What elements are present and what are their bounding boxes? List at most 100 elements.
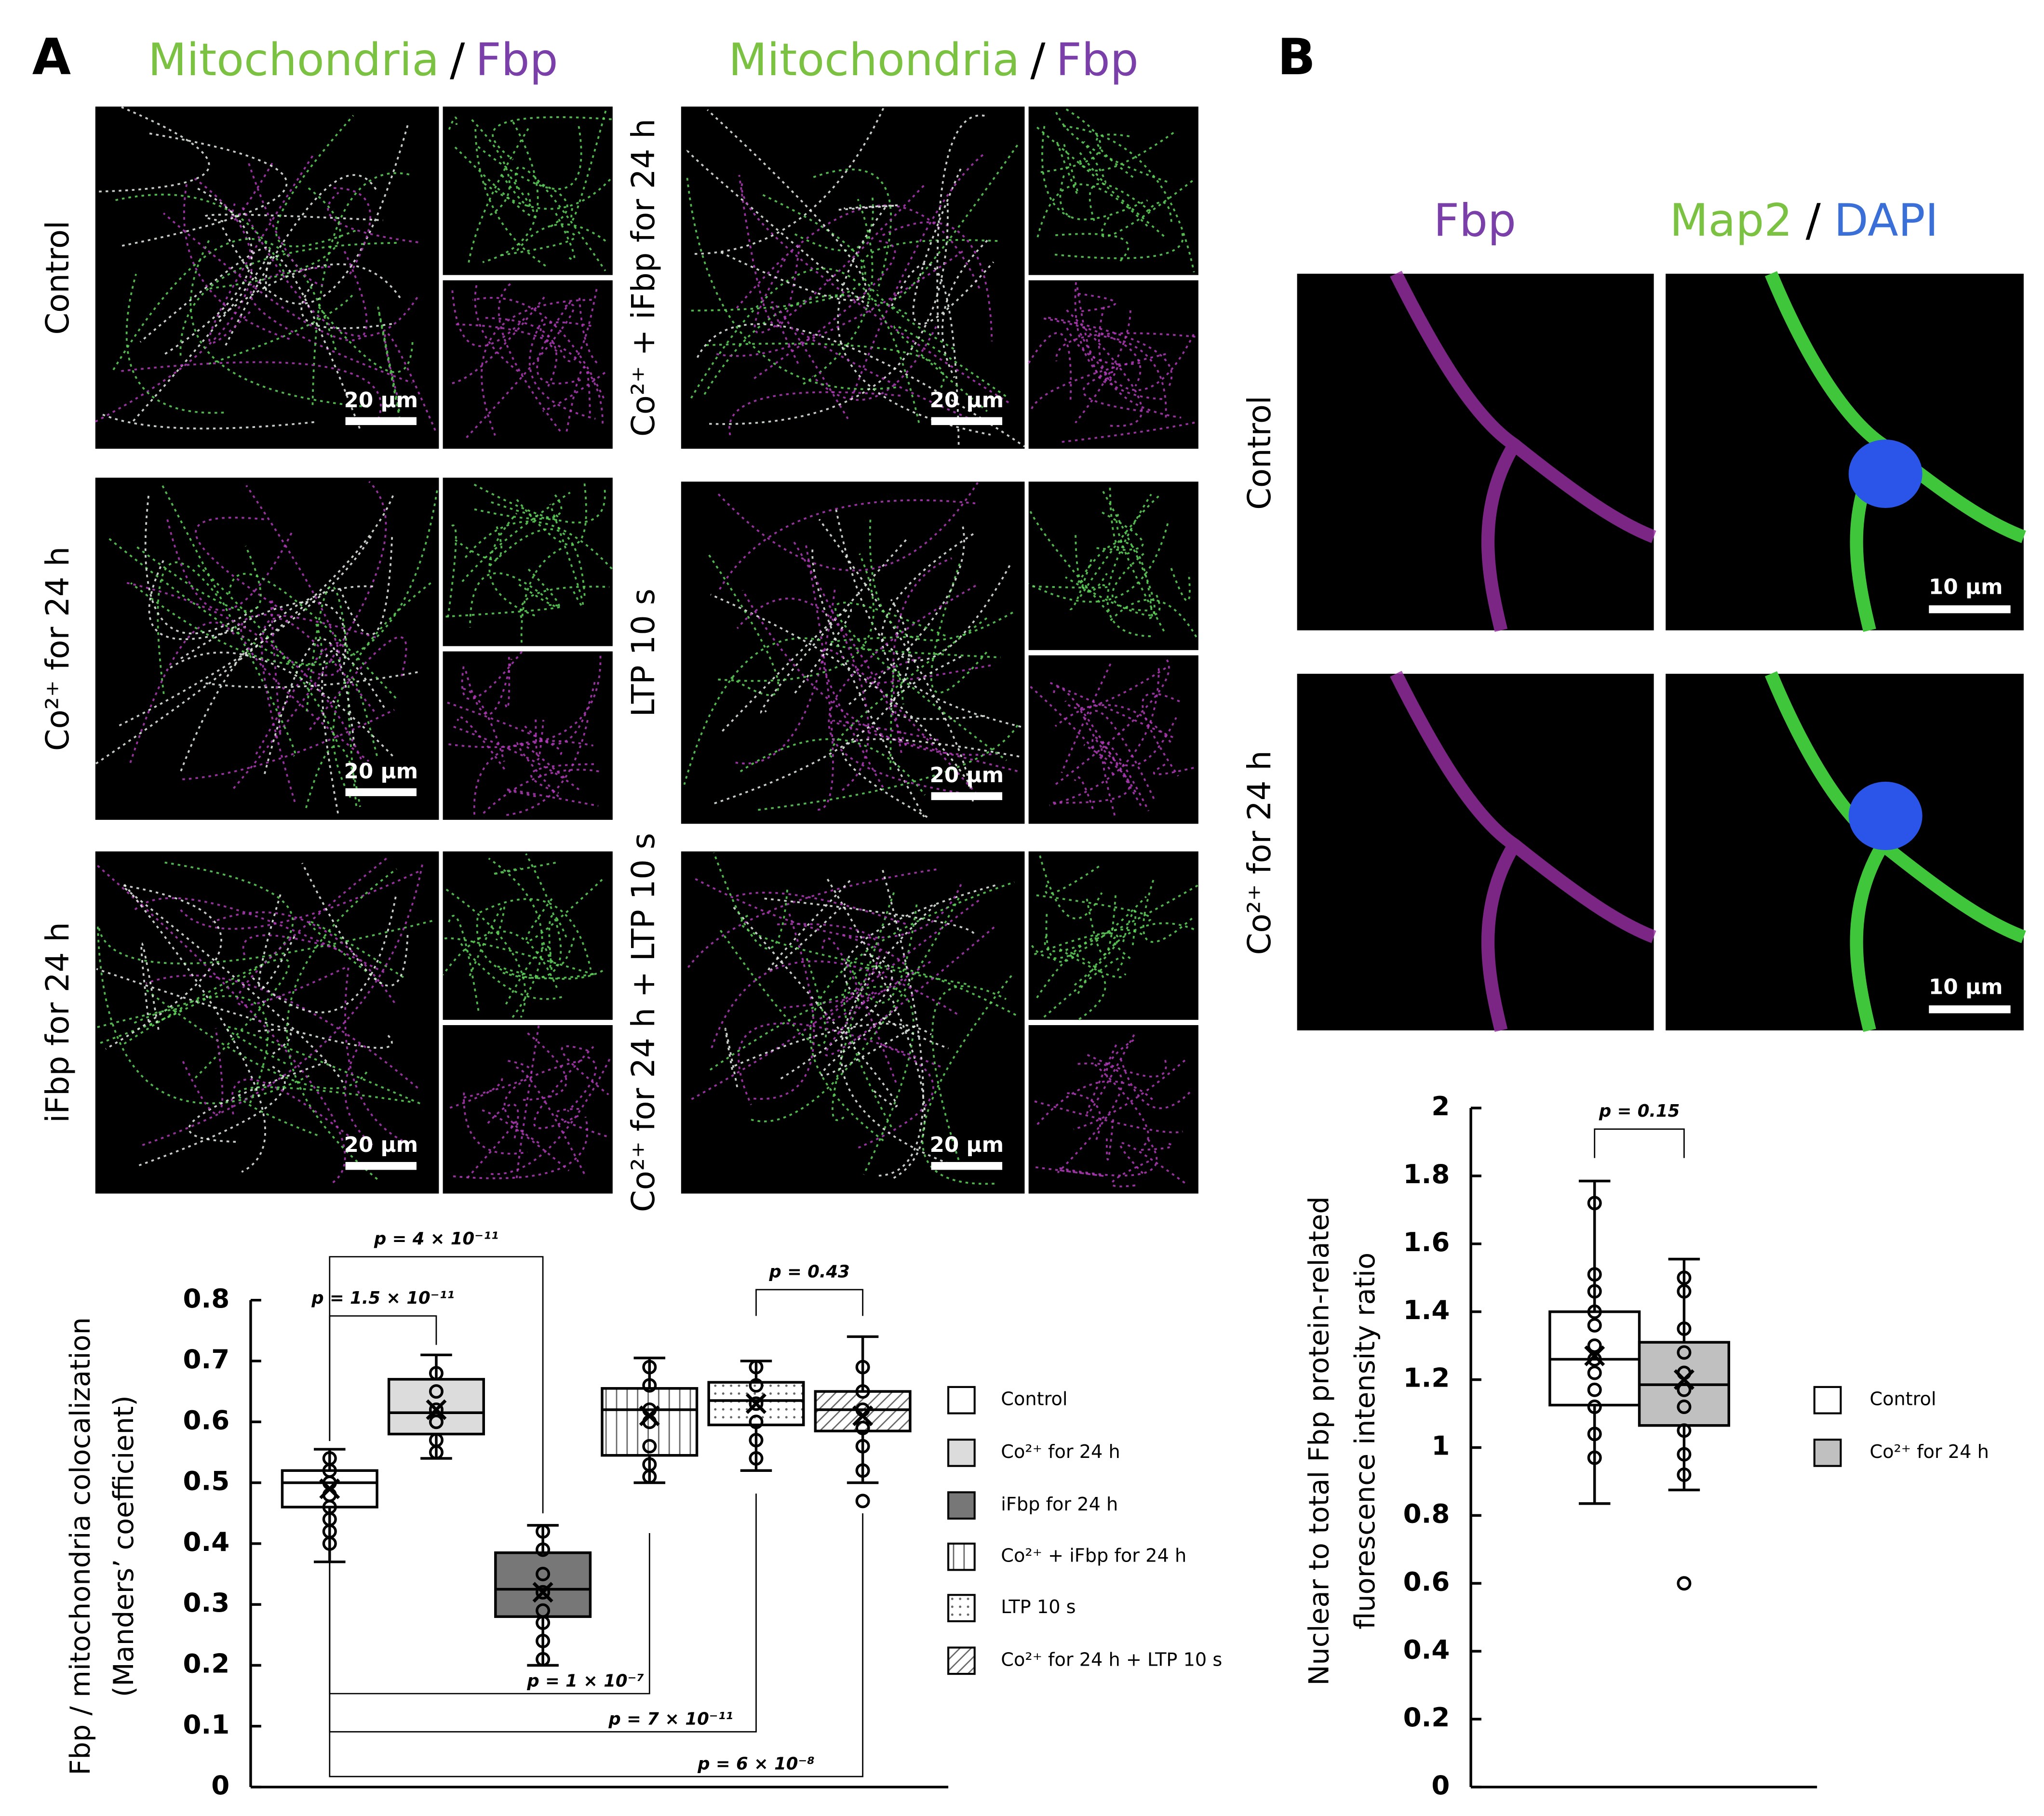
neurite	[1034, 124, 1165, 237]
neurite	[327, 191, 418, 243]
neurite	[195, 517, 283, 611]
header-word: Mitochondria	[728, 34, 1020, 86]
neurite	[1098, 307, 1182, 419]
neurite	[738, 174, 801, 327]
cell-body	[1390, 270, 1656, 632]
neurite	[1049, 668, 1160, 806]
significance-bracket	[329, 1533, 650, 1695]
data-point	[429, 1415, 444, 1429]
legend-label: iFbp for 24 h	[1001, 1494, 1118, 1515]
neurite	[733, 892, 906, 925]
neurite	[686, 177, 899, 390]
neurite	[451, 287, 525, 347]
neurite	[1065, 576, 1161, 616]
neurite	[1143, 201, 1172, 222]
neurite	[941, 240, 988, 378]
neurite	[694, 107, 885, 255]
header-word: /	[1030, 34, 1046, 86]
neurite	[1044, 884, 1198, 952]
neurite	[344, 964, 409, 1145]
neurite	[1065, 1092, 1102, 1140]
neurite	[850, 154, 984, 401]
neurite	[1088, 710, 1155, 799]
neurite	[189, 240, 369, 408]
data-point	[1677, 1423, 1692, 1438]
p-value: p = 6 × 10⁻⁸	[697, 1754, 815, 1774]
neurite	[242, 934, 336, 958]
row-label: Co²⁺ for 24 h + LTP 10 s	[625, 833, 662, 1212]
neurite	[578, 298, 600, 366]
neurite	[138, 1066, 286, 1166]
data-point	[642, 1378, 657, 1393]
neurite	[95, 493, 395, 765]
neurite	[502, 853, 562, 979]
micrograph	[443, 478, 613, 646]
y-tick-label: 0.8	[183, 1283, 230, 1314]
neurite	[832, 892, 895, 1122]
legend-swatch	[947, 1439, 976, 1467]
neurite	[818, 519, 974, 802]
neurite	[1086, 1034, 1135, 1115]
micrograph-texture	[1034, 108, 1195, 273]
neurite	[225, 1026, 420, 1105]
neurite	[1079, 494, 1160, 597]
micrograph-texture	[683, 482, 1023, 818]
neurite	[520, 547, 562, 644]
cell-body	[1390, 670, 1656, 1032]
box	[387, 1378, 485, 1436]
p-value: p = 0.43	[768, 1262, 849, 1282]
neurite	[115, 193, 289, 281]
neurite	[528, 319, 596, 420]
scale-bar	[345, 788, 417, 796]
neurite	[464, 521, 613, 570]
data-point	[1587, 1352, 1602, 1367]
neurite	[102, 414, 314, 430]
neurite	[724, 1028, 739, 1089]
neurite	[250, 266, 413, 384]
neurite	[559, 289, 598, 362]
neurite	[721, 608, 852, 732]
y-tick-label: 2	[1431, 1091, 1450, 1122]
neurite	[140, 942, 160, 1033]
header-word: Mitochondria	[148, 34, 439, 86]
row-label: iFbp for 24 h	[40, 922, 76, 1123]
data-point	[749, 1360, 764, 1375]
y-axis-label: Nuclear to total Fbp protein-related	[1303, 1196, 1335, 1685]
neurite	[740, 181, 1009, 403]
neurite	[384, 332, 438, 434]
mean-marker	[426, 1399, 447, 1420]
neurite	[482, 1109, 570, 1172]
scale-bar	[931, 417, 1003, 425]
neurite	[525, 877, 605, 942]
panel-label: B	[1278, 28, 1316, 86]
neurite	[821, 648, 978, 795]
neurite	[1057, 1062, 1123, 1174]
data-point	[536, 1633, 551, 1648]
mean-marker	[639, 1405, 660, 1427]
neurite	[936, 114, 985, 335]
y-tick-label: 1.2	[1403, 1362, 1450, 1393]
neurite	[148, 861, 294, 1027]
neurite	[331, 187, 371, 275]
neurite	[813, 168, 892, 291]
data-point	[1677, 1382, 1692, 1397]
neurite	[1096, 511, 1144, 551]
row-label: Control	[1241, 396, 1278, 510]
data-point	[1587, 1196, 1602, 1211]
neurite	[1101, 741, 1150, 816]
neurite	[892, 557, 952, 753]
panel-header: Mitochondria / Fbp	[148, 34, 558, 86]
data-point	[1677, 1284, 1692, 1299]
neurite	[231, 1078, 350, 1137]
neurite	[811, 549, 925, 817]
neurite	[1075, 310, 1131, 424]
neurite	[124, 581, 365, 766]
neurite	[515, 568, 560, 608]
neurite	[1057, 1138, 1158, 1177]
neurite	[840, 904, 965, 1170]
neurite	[844, 884, 996, 1050]
neurite	[889, 263, 960, 445]
data-point	[536, 1566, 551, 1581]
panel-header: Mitochondria / Fbp	[728, 34, 1139, 86]
neurite	[236, 855, 390, 1006]
